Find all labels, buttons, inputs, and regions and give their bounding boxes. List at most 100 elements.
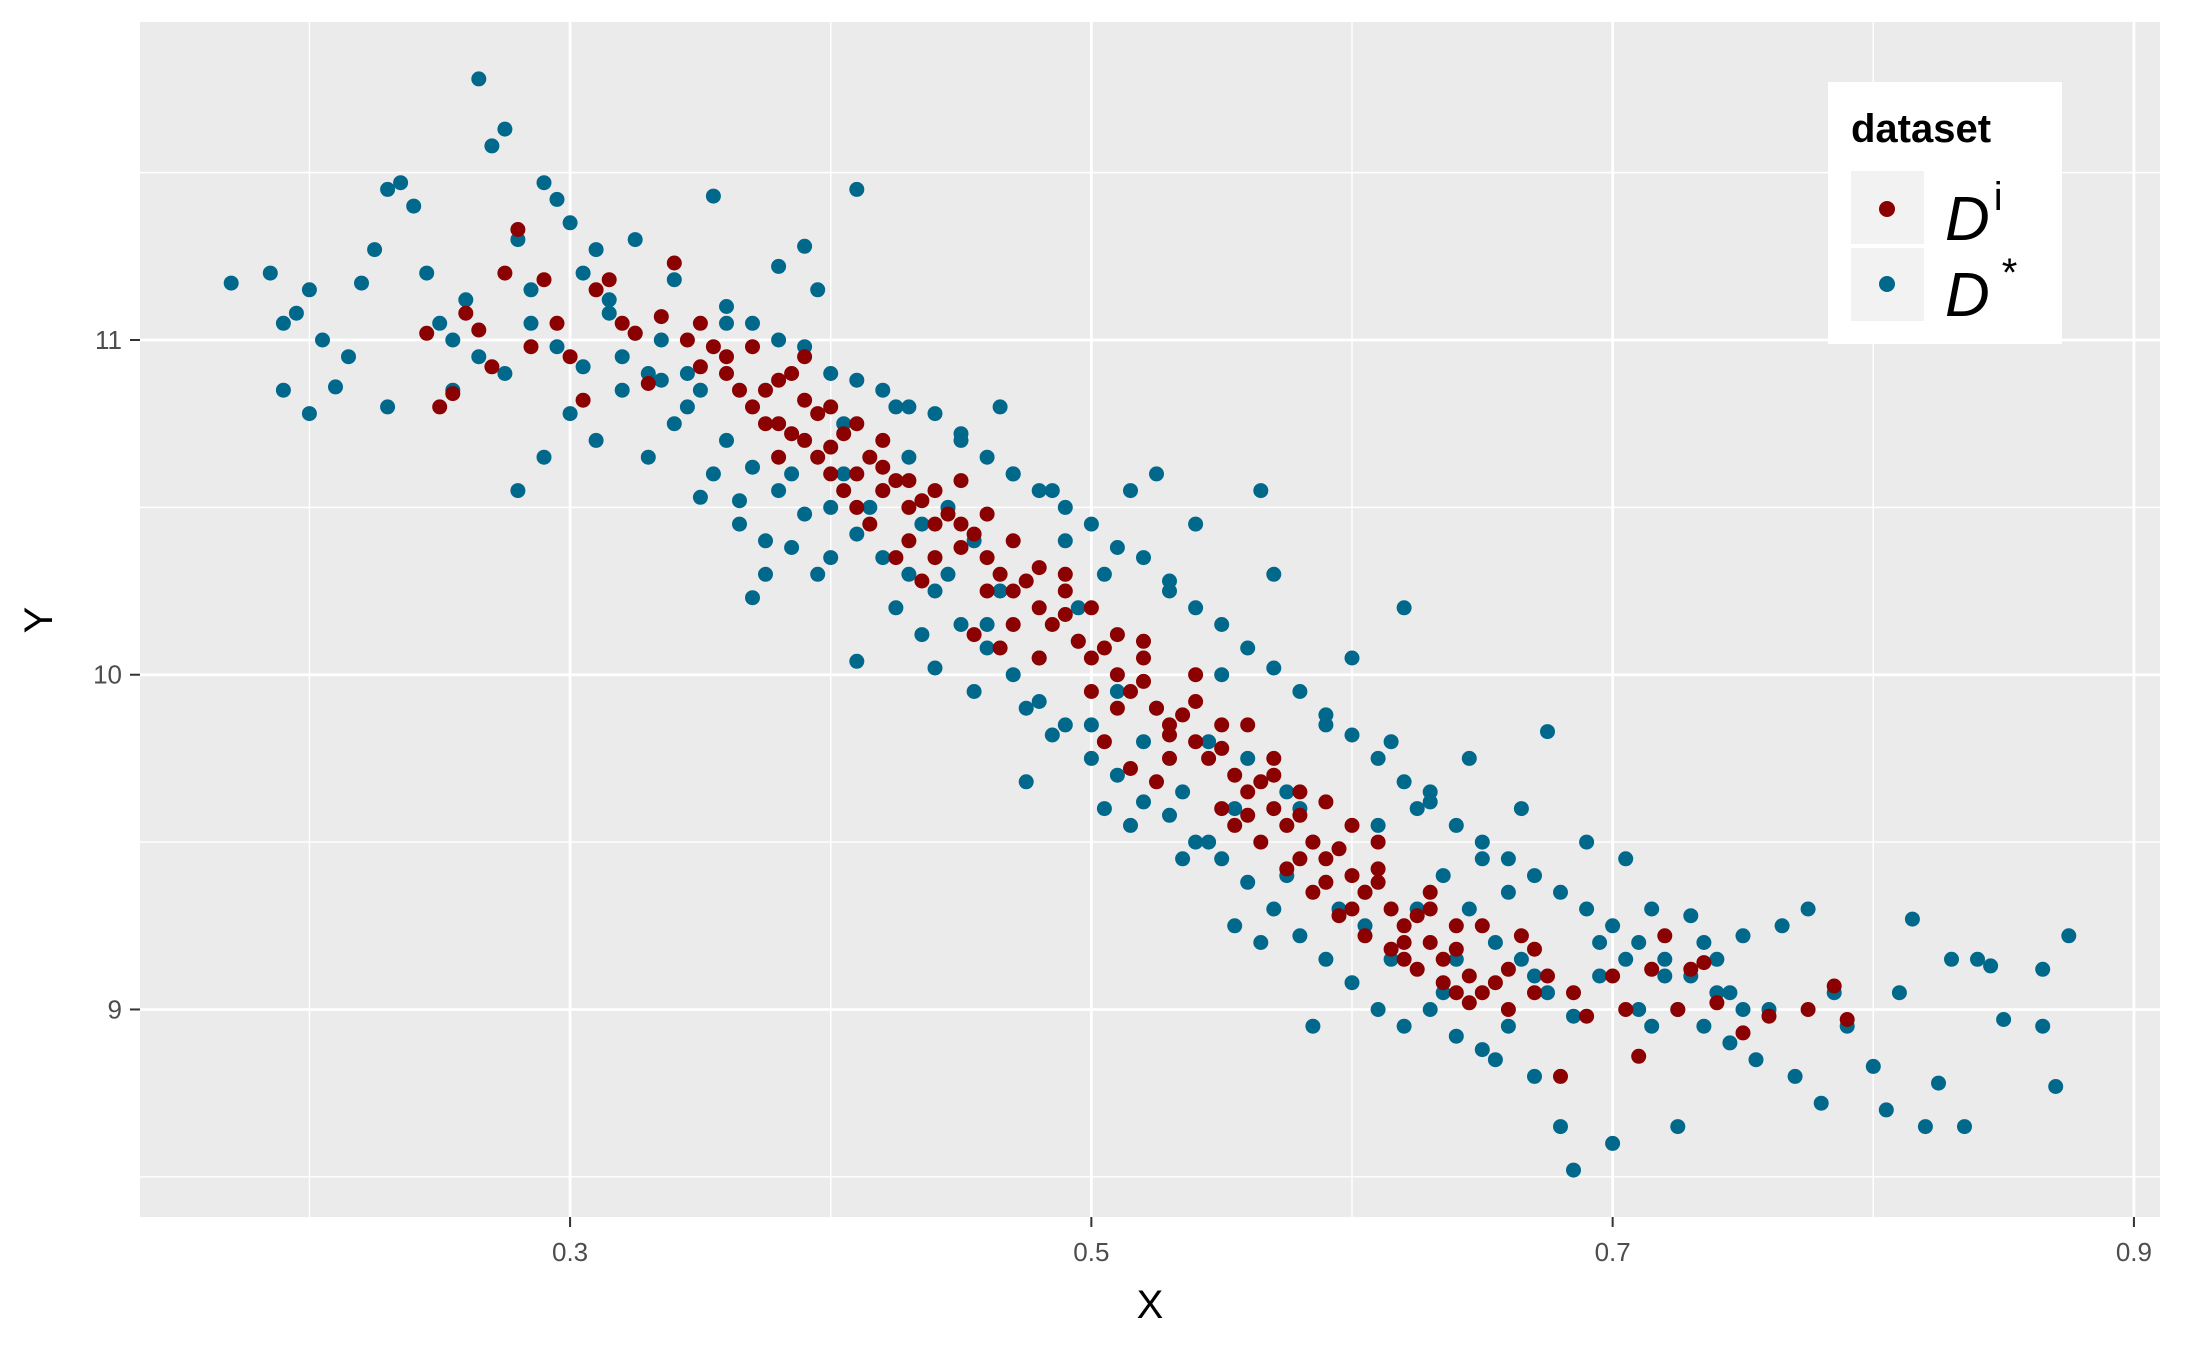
point-d-i: [1579, 1008, 1595, 1024]
point-d-star: [1057, 533, 1073, 549]
point-d-i: [432, 399, 448, 415]
point-d-star: [575, 265, 591, 281]
point-d-i: [927, 483, 943, 499]
point-d-i: [797, 349, 813, 365]
point-d-i: [1683, 961, 1699, 977]
point-d-i: [1240, 784, 1256, 800]
point-d-i: [1396, 935, 1412, 950]
point-d-star: [393, 175, 409, 191]
point-d-i: [1644, 961, 1660, 977]
point-d-i: [758, 382, 773, 398]
point-d-star: [1253, 935, 1269, 950]
point-d-i: [1513, 928, 1529, 944]
point-d-star: [1344, 727, 1360, 743]
point-d-star: [1175, 784, 1191, 800]
point-d-star: [1696, 1018, 1712, 1034]
y-tick-label: 11: [95, 325, 122, 355]
point-d-i: [1318, 874, 1334, 890]
point-d-star: [888, 600, 904, 616]
point-d-star: [797, 506, 813, 522]
point-d-star: [745, 315, 760, 331]
point-d-star: [1188, 600, 1204, 616]
point-d-star: [1683, 908, 1699, 924]
point-d-i: [1500, 961, 1516, 977]
point-d-i: [1448, 985, 1464, 1001]
point-d-i: [1279, 817, 1295, 833]
point-d-star: [432, 315, 448, 331]
point-d-i: [771, 416, 787, 432]
point-d-star: [1618, 851, 1634, 867]
point-d-star: [1109, 767, 1125, 783]
point-d-i: [1096, 734, 1112, 750]
point-d-star: [1422, 1002, 1438, 1017]
point-d-star: [927, 660, 943, 676]
point-d-star: [810, 282, 826, 298]
point-d-star: [367, 242, 383, 258]
point-d-star: [1370, 1002, 1386, 1017]
point-d-star: [1566, 1162, 1581, 1178]
point-d-i: [575, 392, 591, 408]
point-d-i: [1175, 707, 1191, 723]
point-d-i: [888, 473, 904, 489]
point-d-star: [666, 272, 682, 288]
point-d-star: [627, 232, 643, 248]
point-d-star: [1957, 1119, 1972, 1135]
y-tick-label: 9: [108, 994, 122, 1024]
point-d-i: [732, 382, 747, 398]
point-d-star: [536, 449, 552, 465]
point-d-i: [758, 416, 773, 432]
point-d-star: [758, 533, 773, 549]
point-d-star: [1227, 801, 1243, 817]
legend-dot-d-i: [1879, 201, 1895, 217]
point-d-i: [966, 526, 982, 542]
point-d-i: [536, 272, 552, 288]
point-d-i: [1292, 851, 1308, 867]
point-d-i: [1357, 884, 1373, 900]
point-d-i: [1266, 767, 1282, 783]
point-d-star: [1500, 1018, 1516, 1034]
point-d-i: [1409, 961, 1425, 977]
point-d-star: [588, 432, 604, 448]
point-d-i: [1096, 640, 1112, 656]
point-d-star: [1527, 968, 1542, 984]
point-d-star: [1644, 1018, 1660, 1034]
point-d-i: [1735, 1025, 1751, 1041]
point-d-star: [914, 627, 930, 643]
point-d-i: [862, 516, 878, 532]
point-d-star: [380, 181, 396, 197]
point-d-i: [1487, 975, 1503, 991]
point-d-star: [1553, 884, 1568, 900]
point-d-i: [823, 399, 839, 415]
point-d-star: [1344, 650, 1360, 666]
x-axis-title: X: [1137, 1283, 1164, 1327]
points-layer: [223, 71, 2077, 1178]
point-d-star: [523, 282, 539, 298]
point-d-star: [1500, 851, 1516, 867]
point-d-star: [784, 466, 800, 482]
point-d-star: [1057, 717, 1073, 733]
point-d-star: [1996, 1012, 2012, 1027]
point-d-i: [1240, 807, 1256, 823]
point-d-star: [719, 315, 734, 331]
y-axis: 9 10 11: [93, 325, 140, 1024]
point-d-star: [797, 238, 813, 254]
point-d-i: [849, 499, 865, 515]
x-tick-label: 0.9: [2116, 1237, 2152, 1267]
point-d-star: [2048, 1079, 2064, 1094]
point-d-i: [1527, 985, 1542, 1001]
point-d-star: [1422, 794, 1438, 810]
point-d-star: [562, 406, 578, 422]
point-d-star: [328, 379, 343, 395]
point-d-i: [523, 339, 539, 355]
point-d-i: [1266, 750, 1282, 766]
point-d-star: [288, 305, 304, 321]
point-d-star: [1487, 1052, 1503, 1068]
point-d-i: [1031, 650, 1047, 666]
point-d-star: [275, 382, 291, 398]
point-d-star: [1735, 1002, 1751, 1017]
point-d-i: [1344, 901, 1360, 917]
point-d-i: [1057, 583, 1073, 599]
point-d-i: [953, 473, 969, 489]
point-d-star: [1435, 868, 1451, 884]
